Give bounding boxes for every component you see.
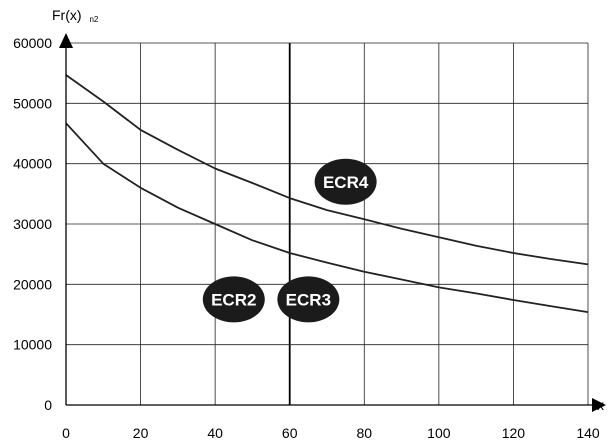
series-line-1 xyxy=(65,74,589,266)
annotation-label: ECR2 xyxy=(211,290,256,309)
y-tick-label: 60000 xyxy=(13,35,52,51)
x-tick-label: 40 xyxy=(207,425,223,441)
x-tick-label: 20 xyxy=(133,425,149,441)
tick-labels: 0 20 40 60 80 100 120 140 0 10000 20000 30000 40000 5… xyxy=(13,35,600,441)
annotation-ecr4: ECR4 xyxy=(314,158,377,205)
annotation-badge xyxy=(202,276,265,323)
series-lines xyxy=(65,74,589,313)
y-tick-label: 0 xyxy=(44,397,52,413)
x-tick-label: 100 xyxy=(427,425,451,441)
y-axis-arrow xyxy=(59,33,73,48)
y-tick-label: 30000 xyxy=(13,216,52,232)
x-tick-label: 80 xyxy=(356,425,372,441)
y-tick-label: 20000 xyxy=(13,276,52,292)
axes xyxy=(59,33,606,412)
x-tick-label: 60 xyxy=(282,425,298,441)
y-tick-label: 10000 xyxy=(13,337,52,353)
x-tick-label: 0 xyxy=(62,425,70,441)
y-axis-subscript: n2 xyxy=(89,15,98,24)
y-tick-label: 50000 xyxy=(13,95,52,111)
annotation-ecr2: ECR2 xyxy=(202,276,265,323)
annotations: ECR4 ECR2 ECR3 xyxy=(202,158,377,323)
x-axis-arrow xyxy=(592,398,606,412)
annotation-label: ECR3 xyxy=(286,290,331,309)
x-tick-label: 120 xyxy=(502,425,526,441)
grid xyxy=(66,42,589,405)
annotation-badge xyxy=(314,158,377,205)
y-tick-label: 40000 xyxy=(13,156,52,172)
x-axis-title: x xyxy=(597,397,604,413)
y-axis-title: Fr(x) n2 xyxy=(52,7,99,24)
y-axis-label: Fr(x) xyxy=(52,7,82,23)
x-tick-label: 140 xyxy=(576,425,600,441)
series-line-2 xyxy=(65,122,589,313)
annotation-label: ECR4 xyxy=(323,173,369,192)
annotation-ecr3: ECR3 xyxy=(277,276,340,323)
annotation-badge xyxy=(277,276,340,323)
